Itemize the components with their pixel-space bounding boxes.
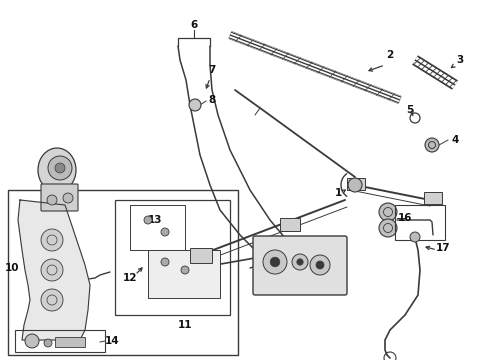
Bar	[15, 330, 105, 352]
Circle shape	[41, 229, 63, 251]
Bar	[346, 178, 364, 190]
FancyBboxPatch shape	[252, 236, 346, 295]
Circle shape	[181, 266, 189, 274]
Bar	[55, 337, 85, 347]
Circle shape	[291, 254, 307, 270]
Bar	[148, 250, 220, 298]
Bar	[394, 205, 444, 240]
Text: 11: 11	[177, 320, 192, 330]
Circle shape	[347, 178, 361, 192]
Circle shape	[47, 195, 57, 205]
Text: 9: 9	[43, 213, 50, 223]
Text: 5: 5	[406, 105, 413, 115]
Circle shape	[189, 99, 201, 111]
Text: 15: 15	[422, 195, 436, 205]
Bar	[115, 200, 229, 315]
Text: 1: 1	[334, 188, 341, 198]
Circle shape	[309, 255, 329, 275]
Circle shape	[263, 250, 286, 274]
Circle shape	[161, 228, 169, 236]
Bar	[190, 248, 212, 263]
Circle shape	[409, 232, 419, 242]
Text: 4: 4	[450, 135, 458, 145]
Circle shape	[161, 258, 169, 266]
Circle shape	[143, 216, 152, 224]
FancyBboxPatch shape	[41, 184, 78, 211]
Circle shape	[41, 289, 63, 311]
Circle shape	[378, 219, 396, 237]
Circle shape	[378, 203, 396, 221]
Text: 16: 16	[397, 213, 411, 223]
Circle shape	[270, 257, 279, 267]
Text: 3: 3	[455, 55, 463, 65]
Text: 13: 13	[167, 280, 182, 290]
Ellipse shape	[38, 148, 76, 192]
Text: 2: 2	[386, 50, 393, 60]
Circle shape	[41, 259, 63, 281]
Bar	[423, 192, 441, 204]
Bar	[8, 190, 238, 355]
Circle shape	[315, 261, 324, 269]
Text: 7: 7	[208, 65, 215, 75]
Circle shape	[44, 339, 52, 347]
Bar	[130, 205, 184, 250]
Circle shape	[55, 163, 65, 173]
Text: 13: 13	[147, 215, 162, 225]
Circle shape	[25, 334, 39, 348]
Circle shape	[48, 156, 72, 180]
Text: 12: 12	[122, 273, 137, 283]
Circle shape	[424, 138, 438, 152]
Text: 6: 6	[190, 20, 197, 30]
Text: 14: 14	[104, 336, 119, 346]
Bar	[280, 218, 299, 231]
Text: 8: 8	[208, 95, 215, 105]
Polygon shape	[18, 200, 90, 340]
Text: 17: 17	[435, 243, 449, 253]
Circle shape	[296, 259, 303, 265]
Text: 10: 10	[5, 263, 19, 273]
Circle shape	[63, 193, 73, 203]
